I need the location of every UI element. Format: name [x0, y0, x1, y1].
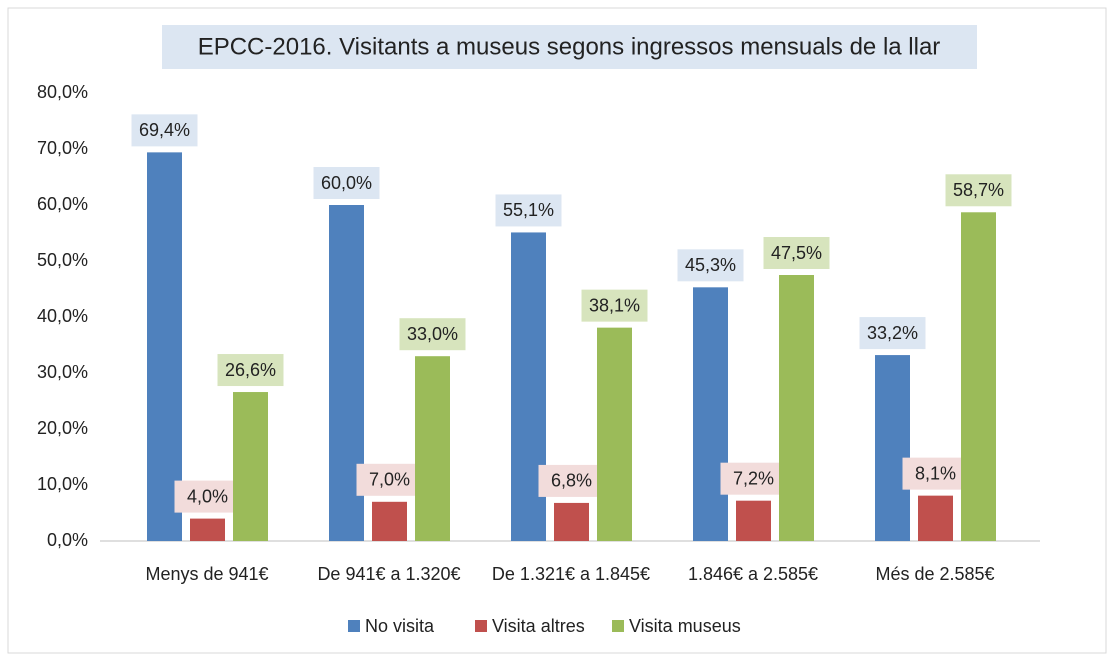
- bar: [554, 502, 589, 541]
- legend-label: No visita: [365, 616, 435, 636]
- value-label-box: [902, 457, 969, 490]
- bar: [779, 275, 814, 541]
- bar: [918, 495, 953, 541]
- x-tick-label: De 1.321€ a 1.845€: [492, 564, 650, 584]
- bar: [147, 152, 182, 542]
- y-tick-label: 70,0%: [37, 138, 88, 158]
- y-tick-label: 40,0%: [37, 306, 88, 326]
- value-label: 8,1%: [915, 463, 956, 483]
- bar: [190, 518, 225, 541]
- value-label-box: [313, 167, 380, 199]
- value-label-box: [495, 194, 562, 227]
- legend-label: Visita altres: [492, 616, 585, 636]
- chart-title: EPCC-2016. Visitants a museus segons ing…: [198, 33, 941, 60]
- value-label: 45,3%: [685, 255, 736, 275]
- value-label: 33,2%: [867, 323, 918, 343]
- value-label: 60,0%: [321, 173, 372, 193]
- bar: [597, 327, 632, 541]
- value-label-box: [720, 462, 787, 495]
- x-tick-label: Més de 2.585€: [875, 564, 994, 584]
- value-label: 6,8%: [551, 471, 592, 491]
- bar: [875, 355, 910, 541]
- bar: [415, 356, 450, 541]
- y-tick-label: 30,0%: [37, 362, 88, 382]
- value-label: 33,0%: [407, 324, 458, 344]
- bar: [693, 287, 728, 541]
- value-label-box: [399, 318, 466, 351]
- value-label: 4,0%: [187, 486, 228, 506]
- value-label: 69,4%: [139, 120, 190, 140]
- value-label-box: [538, 464, 605, 497]
- value-label: 38,1%: [589, 295, 640, 315]
- value-label-box: [581, 289, 648, 322]
- bar: [736, 500, 771, 541]
- value-label: 26,6%: [225, 360, 276, 380]
- bar: [233, 392, 268, 541]
- bar: [961, 212, 996, 541]
- value-label-box: [677, 249, 744, 282]
- value-label-box: [174, 480, 241, 513]
- value-label: 58,7%: [953, 180, 1004, 200]
- legend-swatch: [348, 620, 360, 632]
- y-tick-label: 80,0%: [37, 82, 88, 102]
- value-label-box: [356, 463, 423, 496]
- value-label-box: [859, 317, 926, 350]
- x-tick-label: De 941€ a 1.320€: [317, 564, 460, 584]
- value-label: 47,5%: [771, 243, 822, 263]
- legend-swatch: [612, 620, 624, 632]
- x-tick-label: 1.846€ a 2.585€: [688, 564, 818, 584]
- value-label: 7,2%: [733, 468, 774, 488]
- value-label-box: [945, 174, 1012, 207]
- y-tick-label: 10,0%: [37, 474, 88, 494]
- title-box: [162, 25, 977, 69]
- y-tick-label: 20,0%: [37, 418, 88, 438]
- legend-label: Visita museus: [629, 616, 741, 636]
- value-label-box: [217, 354, 284, 387]
- value-label-box: [763, 237, 830, 269]
- value-label-box: [131, 114, 198, 147]
- x-tick-label: Menys de 941€: [145, 564, 268, 584]
- y-tick-label: 50,0%: [37, 250, 88, 270]
- y-tick-label: 60,0%: [37, 194, 88, 214]
- bar: [372, 501, 407, 541]
- y-tick-label: 0,0%: [47, 530, 88, 550]
- value-label: 55,1%: [503, 200, 554, 220]
- value-label: 7,0%: [369, 470, 410, 490]
- legend-swatch: [475, 620, 487, 632]
